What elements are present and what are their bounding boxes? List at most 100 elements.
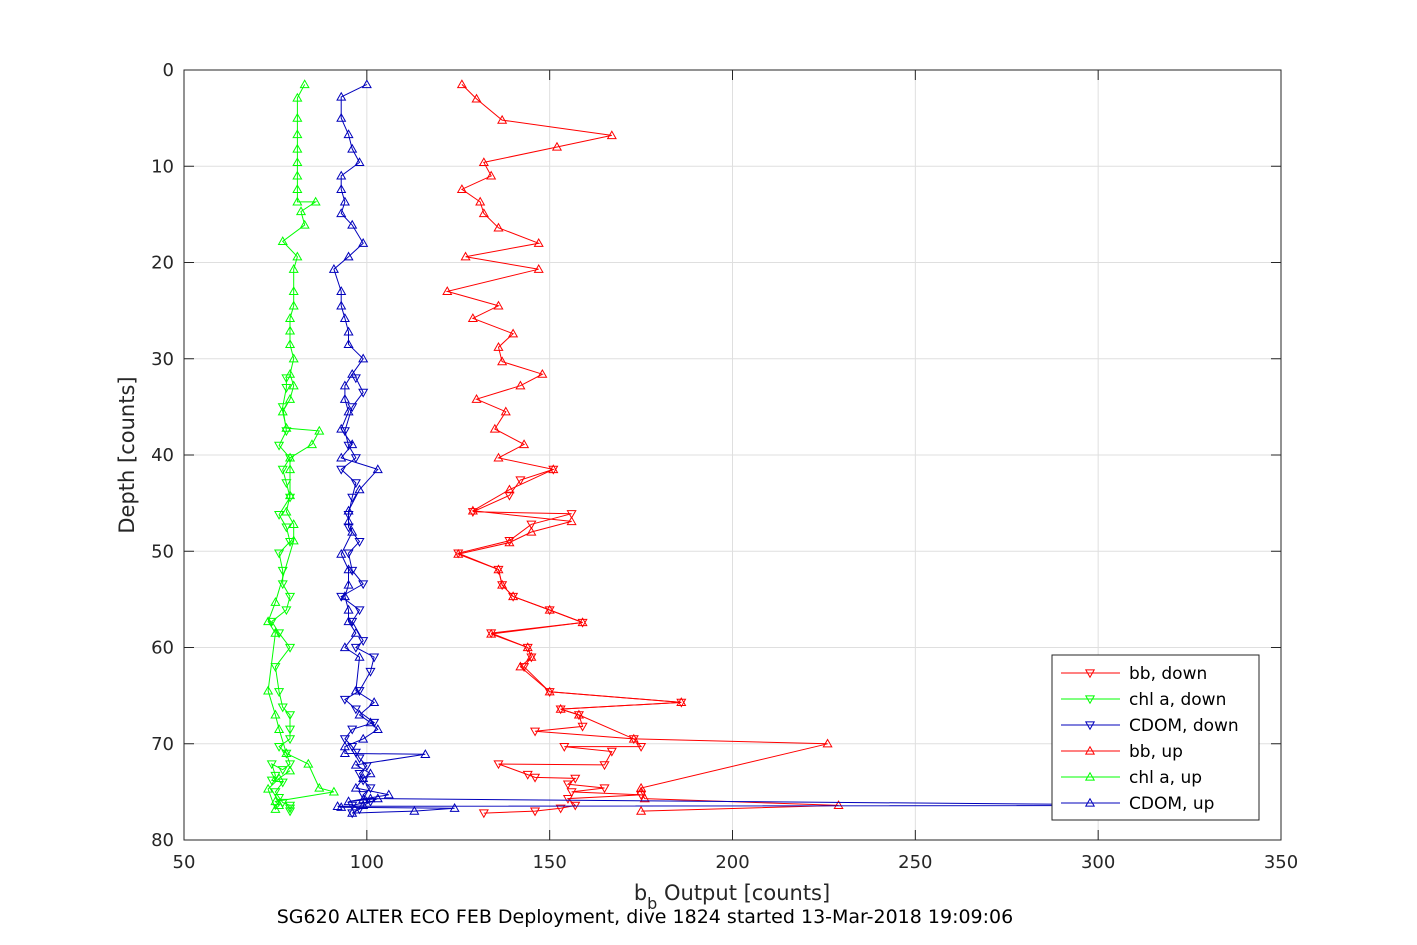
data-point bbox=[336, 592, 347, 602]
data-point bbox=[336, 170, 347, 180]
data-point bbox=[299, 219, 310, 229]
data-point bbox=[358, 353, 369, 363]
data-point bbox=[822, 738, 833, 748]
data-point bbox=[471, 93, 482, 103]
data-point bbox=[266, 760, 277, 770]
data-point bbox=[343, 339, 354, 348]
data-point bbox=[347, 566, 358, 576]
data-point bbox=[350, 374, 361, 384]
data-point bbox=[292, 143, 303, 153]
x-tick-label: 350 bbox=[1264, 852, 1298, 873]
data-point bbox=[284, 537, 296, 547]
series-line-cdom-up bbox=[333, 83, 1208, 814]
data-point bbox=[347, 493, 358, 503]
data-point bbox=[508, 328, 519, 338]
data-point bbox=[442, 286, 453, 296]
x-tick-label: 250 bbox=[898, 852, 932, 873]
data-point bbox=[292, 92, 303, 102]
data-point bbox=[277, 778, 288, 788]
data-point bbox=[555, 804, 566, 814]
data-point bbox=[343, 579, 354, 589]
data-point bbox=[493, 565, 504, 575]
legend-label: chl a, down bbox=[1129, 690, 1226, 710]
data-point bbox=[284, 807, 296, 817]
data-point bbox=[339, 591, 350, 601]
data-point bbox=[559, 742, 570, 752]
data-point bbox=[277, 236, 288, 245]
data-point bbox=[533, 238, 544, 247]
data-point bbox=[372, 464, 383, 474]
legend-label: bb, down bbox=[1129, 664, 1207, 684]
data-point bbox=[339, 393, 350, 403]
data-point bbox=[303, 758, 314, 768]
data-point bbox=[339, 735, 350, 745]
data-point bbox=[288, 519, 299, 528]
data-point bbox=[314, 782, 325, 792]
data-point bbox=[639, 793, 650, 803]
data-point bbox=[475, 196, 486, 206]
x-axis-label: bb Output [counts] bbox=[634, 881, 830, 913]
data-point bbox=[456, 184, 467, 193]
legend-entry: CDOM, down bbox=[1061, 716, 1239, 736]
x-tick-labels: 50 100 150 200 250 300 350 bbox=[173, 852, 1299, 873]
data-point bbox=[504, 491, 515, 501]
data-point bbox=[354, 769, 365, 779]
legend-label: bb, up bbox=[1129, 742, 1183, 762]
legend-box bbox=[1051, 654, 1260, 821]
data-point bbox=[281, 606, 292, 616]
data-point bbox=[347, 617, 358, 627]
x-tick-label: 100 bbox=[350, 852, 384, 873]
data-point bbox=[277, 465, 288, 475]
data-point bbox=[343, 129, 354, 139]
data-point bbox=[263, 685, 274, 695]
data-point bbox=[292, 251, 303, 261]
data-point bbox=[515, 661, 526, 671]
data-point bbox=[343, 604, 354, 614]
data-point bbox=[284, 643, 296, 653]
legend-entry: CDOM, up bbox=[1061, 794, 1214, 814]
data-point bbox=[284, 725, 296, 735]
data-point bbox=[478, 208, 489, 218]
data-point bbox=[486, 170, 497, 180]
data-point bbox=[354, 651, 365, 661]
legend-entry: bb, down bbox=[1061, 664, 1207, 684]
data-point bbox=[354, 537, 365, 547]
data-point bbox=[533, 264, 544, 273]
data-point bbox=[288, 380, 299, 390]
data-point bbox=[369, 697, 380, 707]
data-point bbox=[562, 780, 574, 790]
data-point bbox=[526, 651, 537, 661]
data-point bbox=[343, 505, 354, 515]
data-point bbox=[358, 800, 369, 809]
data-point bbox=[339, 695, 350, 705]
data-point bbox=[537, 368, 548, 378]
data-point bbox=[343, 326, 354, 336]
data-point bbox=[354, 709, 365, 719]
data-point bbox=[606, 747, 617, 757]
data-point bbox=[299, 79, 310, 89]
data-point bbox=[347, 526, 358, 536]
data-point bbox=[566, 510, 577, 519]
data-point bbox=[288, 300, 299, 310]
y-tick-label: 70 bbox=[151, 734, 174, 755]
data-point bbox=[354, 606, 365, 616]
data-point bbox=[277, 766, 288, 775]
y-axis-label: Depth [counts] bbox=[115, 376, 139, 533]
tick-marks bbox=[183, 69, 1282, 841]
data-point bbox=[270, 597, 281, 606]
data-point bbox=[365, 667, 376, 677]
data-point bbox=[336, 91, 347, 101]
data-point bbox=[270, 627, 281, 637]
legend-label: CDOM, up bbox=[1129, 794, 1214, 814]
data-point bbox=[358, 580, 369, 590]
data-point bbox=[372, 793, 383, 803]
series-chl-a-up bbox=[263, 79, 339, 813]
data-point bbox=[270, 663, 281, 672]
data-point bbox=[284, 452, 296, 462]
data-point bbox=[350, 782, 361, 792]
data-point bbox=[274, 688, 285, 697]
y-tick-label: 20 bbox=[151, 253, 174, 274]
series-line-chl-a-up bbox=[267, 84, 335, 811]
data-point bbox=[365, 784, 376, 794]
data-point bbox=[266, 776, 277, 786]
